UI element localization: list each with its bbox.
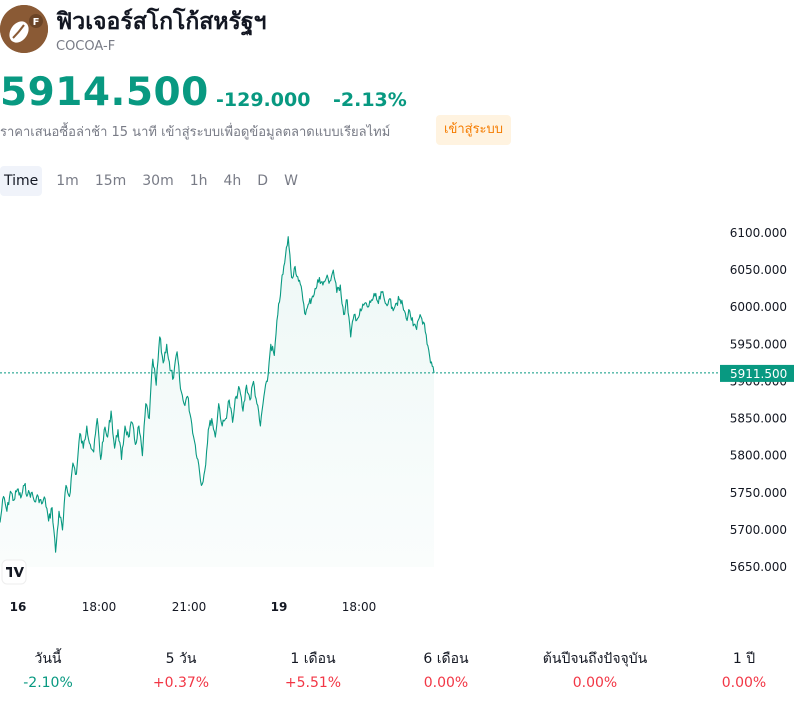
- perf-today[interactable]: วันนี้ -2.10%: [0, 648, 113, 691]
- instrument-title: ฟิวเจอร์สโกโก้สหรัฐฯ: [56, 9, 267, 35]
- y-tick-label: 6100.000: [730, 226, 787, 240]
- y-tick-label: 5750.000: [730, 486, 787, 500]
- timeframe-30m[interactable]: 30m: [142, 173, 174, 189]
- timeframe-bar: Time 1m 15m 30m 1h 4h D W: [0, 166, 306, 196]
- tradingview-logo-icon: [6, 567, 24, 577]
- x-tick-label: 16: [10, 600, 27, 614]
- y-tick-label: 5700.000: [730, 523, 787, 537]
- perf-ytd[interactable]: ต้นปีจนถึงปัจจุบัน 0.00%: [530, 648, 660, 691]
- timeframe-4h[interactable]: 4h: [223, 173, 242, 189]
- cocoa-bean-icon: F: [0, 5, 48, 53]
- perf-value: 0.00%: [423, 675, 469, 691]
- last-price-label: 5911.500: [730, 367, 787, 381]
- x-tick-label: 18:00: [342, 600, 377, 614]
- y-tick-label: 5950.000: [730, 337, 787, 351]
- perf-label: 1 ปี: [732, 651, 756, 667]
- perf-value: -2.10%: [23, 675, 73, 691]
- timeframe-15m[interactable]: 15m: [94, 173, 127, 189]
- timeframe-1h[interactable]: 1h: [189, 173, 208, 189]
- perf-label: ต้นปีจนถึงปัจจุบัน: [542, 651, 648, 667]
- symbol-logo: F: [0, 5, 48, 53]
- delay-notice: ราคาเสนอซื้อล่าช้า 15 นาที เข้าสู่ระบบเพ…: [0, 125, 391, 140]
- perf-1y[interactable]: 1 ปี 0.00%: [679, 648, 800, 691]
- price-change-percent: -2.13%: [333, 89, 407, 111]
- perf-label: 6 เดือน: [423, 651, 469, 667]
- x-tick-label: 19: [271, 600, 288, 614]
- y-tick-label: 5650.000: [730, 560, 787, 574]
- last-price: 5914.500: [0, 70, 209, 115]
- last-price-marker: [720, 364, 794, 382]
- perf-value: 0.00%: [572, 675, 618, 691]
- y-tick-label: 5850.000: [730, 412, 787, 426]
- timeframe-time[interactable]: Time: [0, 166, 43, 196]
- perf-1m[interactable]: 1 เดือน +5.51%: [248, 648, 378, 691]
- price-line: [0, 236, 435, 553]
- perf-label: 1 เดือน: [290, 651, 336, 667]
- perf-value: 0.00%: [721, 675, 767, 691]
- y-tick-label: 6050.000: [730, 263, 787, 277]
- perf-5d[interactable]: 5 วัน +0.37%: [116, 648, 246, 691]
- perf-value: +0.37%: [152, 675, 210, 691]
- login-button[interactable]: เข้าสู่ระบบ: [436, 115, 512, 145]
- logo-badge-text: F: [33, 17, 40, 28]
- perf-label: 5 วัน: [165, 651, 197, 667]
- price-chart[interactable]: 6100.0006050.0006000.0005950.0005900.000…: [0, 200, 800, 630]
- timeframe-d[interactable]: D: [257, 173, 269, 189]
- y-tick-label: 5800.000: [730, 449, 787, 463]
- price-change: -129.000: [216, 89, 311, 111]
- x-tick-label: 18:00: [82, 600, 117, 614]
- tradingview-logo-bg: [1, 559, 27, 585]
- timeframe-1m[interactable]: 1m: [56, 173, 79, 189]
- perf-6m[interactable]: 6 เดือน 0.00%: [381, 648, 511, 691]
- performance-bar: วันนี้ -2.10% 5 วัน +0.37% 1 เดือน +5.51…: [0, 648, 800, 693]
- y-tick-label: 6000.000: [730, 300, 787, 314]
- perf-label: วันนี้: [34, 651, 62, 667]
- perf-value: +5.51%: [284, 675, 342, 691]
- price-area-fill: [0, 236, 434, 567]
- x-tick-label: 21:00: [172, 600, 207, 614]
- instrument-symbol: COCOA-F: [56, 39, 116, 54]
- timeframe-w[interactable]: W: [284, 173, 298, 189]
